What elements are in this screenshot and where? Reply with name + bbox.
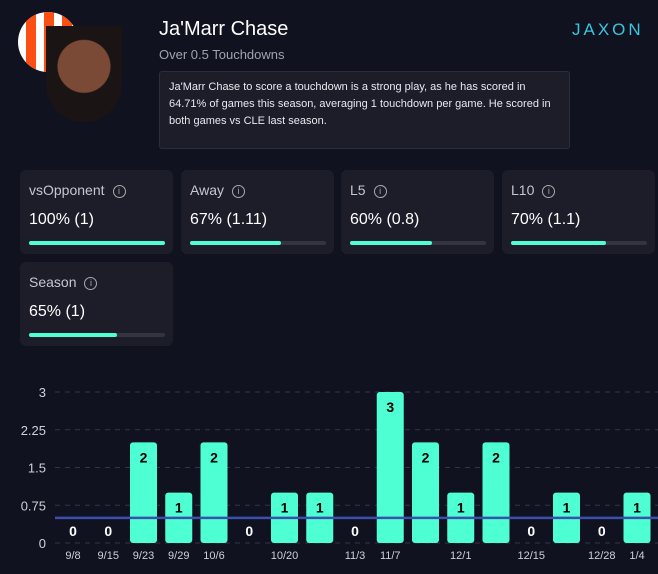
y-tick-label: 0.75 [21,498,46,513]
stat-card-vsopponent: vsOpponent i 100% (1) [20,170,173,254]
stat-card-l10: L10 i 70% (1.1) [502,170,655,254]
card-label: vsOpponent [29,182,105,198]
stat-card-season: Season i 65% (1) [20,262,173,346]
bar-value-label: 0 [245,523,253,539]
info-icon[interactable]: i [373,185,387,198]
bar-value-label: 1 [281,500,289,516]
bar-value-label: 1 [633,500,641,516]
x-tick-label: 11/3 [345,550,366,562]
bar-value-label: 3 [386,399,394,415]
card-label: Away [190,182,224,198]
x-tick-label: 11/7 [380,550,401,562]
x-tick-label: 9/29 [168,550,189,562]
info-icon[interactable]: i [542,185,556,198]
bar-value-label: 0 [104,523,112,539]
x-tick-label: 9/23 [133,550,154,562]
bar-value-label: 0 [351,523,359,539]
stat-card-away: Away i 67% (1.11) [181,170,334,254]
brand-logo: JAXON [572,20,644,39]
card-label: L10 [511,182,535,198]
bar-value-label: 2 [210,449,218,465]
analysis-text: Ja'Marr Chase to score a touchdown is a … [159,71,570,149]
touchdowns-bar-chart: 00.751.52.25309/809/1529/2319/29210/6011… [21,385,658,562]
player-name: Ja'Marr Chase [159,18,289,40]
bar-value-label: 2 [492,449,500,465]
info-icon[interactable]: i [112,185,126,198]
bar-value-label: 0 [527,523,535,539]
card-value: 70% (1.1) [511,211,581,228]
x-tick-label: 9/15 [98,550,119,562]
bar-value-label: 0 [598,523,606,539]
y-tick-label: 0 [39,536,46,551]
y-tick-label: 2.25 [21,423,46,438]
bar-value-label: 1 [457,500,465,516]
bar-value-label: 2 [140,449,148,465]
x-tick-label: 12/15 [517,550,545,562]
progress-bar [29,241,165,245]
x-tick-label: 10/6 [203,550,224,562]
card-value: 65% (1) [29,303,86,320]
card-value: 67% (1.11) [190,211,268,228]
card-label: Season [29,274,77,290]
x-tick-label: 9/8 [65,550,80,562]
x-tick-label: 1/4 [629,550,644,562]
card-label: L5 [350,182,366,198]
bar-value-label: 0 [69,523,77,539]
x-tick-label: 12/28 [588,550,616,562]
progress-bar [190,241,326,245]
stat-card-l5: L5 i 60% (0.8) [341,170,494,254]
prop-label: Over 0.5 Touchdowns [159,47,285,62]
bar[interactable] [376,392,404,543]
info-icon[interactable]: i [84,277,98,290]
bar-value-label: 1 [563,500,571,516]
progress-bar [511,241,647,245]
y-tick-label: 1.5 [28,461,46,476]
progress-bar [29,333,165,337]
y-tick-label: 3 [39,385,46,400]
bar-value-label: 1 [175,500,183,516]
card-value: 60% (0.8) [350,211,420,228]
x-tick-label: 10/20 [271,550,299,562]
player-photo [46,26,122,122]
bar-value-label: 2 [422,449,430,465]
info-icon[interactable]: i [231,185,245,198]
x-tick-label: 12/1 [450,550,471,562]
card-value: 100% (1) [29,211,94,228]
bar-value-label: 1 [316,500,324,516]
progress-bar [350,241,486,245]
